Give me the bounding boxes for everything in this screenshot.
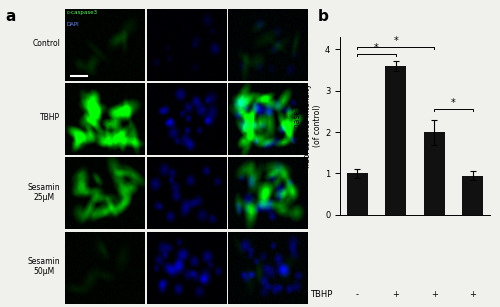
Y-axis label: c-caspase3
fluorescence intensity
(of control): c-caspase3 fluorescence intensity (of co… xyxy=(292,84,322,168)
Text: a: a xyxy=(5,9,15,24)
Text: DAPI: DAPI xyxy=(66,21,80,26)
Text: +: + xyxy=(431,290,438,299)
Text: TBHP: TBHP xyxy=(40,113,60,122)
Text: +: + xyxy=(392,290,399,299)
Bar xyxy=(385,66,406,215)
Bar xyxy=(462,176,483,215)
Text: *: * xyxy=(374,43,379,53)
Text: b: b xyxy=(318,9,328,24)
Text: Control: Control xyxy=(32,39,60,48)
Text: +: + xyxy=(469,290,476,299)
Text: -: - xyxy=(356,290,359,299)
Text: Sesamin
25μM: Sesamin 25μM xyxy=(28,183,60,202)
Bar xyxy=(424,132,445,215)
Text: TBHP: TBHP xyxy=(310,290,332,299)
Bar xyxy=(347,173,368,215)
Text: c-caspase3: c-caspase3 xyxy=(66,10,98,15)
Text: Sesamin
50μM: Sesamin 50μM xyxy=(28,257,60,276)
Text: *: * xyxy=(451,98,456,108)
Text: *: * xyxy=(394,36,398,46)
